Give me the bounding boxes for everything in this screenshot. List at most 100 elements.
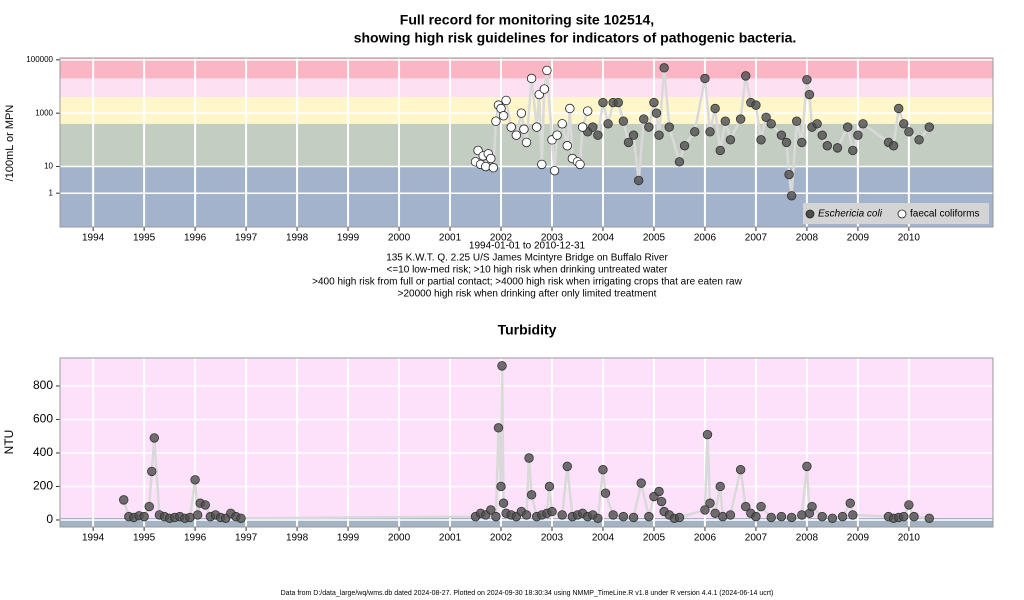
- data-point: [582, 106, 593, 116]
- data-point: [496, 481, 506, 492]
- y-tick-label: 400: [33, 445, 53, 459]
- data-point: [845, 498, 855, 508]
- data-point: [557, 119, 567, 129]
- series-line: [586, 67, 931, 196]
- data-point: [526, 490, 537, 500]
- y-axis-label: NTU: [2, 430, 16, 455]
- data-point: [497, 361, 507, 371]
- legend-marker: [805, 209, 815, 219]
- y-tick-label: 1000: [35, 108, 53, 117]
- x-tick-label: 2008: [796, 233, 819, 244]
- x-tick-label: 1995: [133, 233, 156, 244]
- data-point: [552, 130, 562, 140]
- data-point: [144, 501, 154, 512]
- data-point: [618, 511, 629, 522]
- data-point: [521, 510, 532, 520]
- data-point: [562, 461, 572, 472]
- legend-box: [803, 203, 989, 224]
- data-point: [700, 505, 710, 515]
- data-point: [822, 141, 833, 151]
- data-point: [200, 500, 211, 510]
- data-point: [598, 465, 608, 475]
- data-point: [832, 143, 843, 153]
- x-tick-label: 2006: [694, 233, 717, 244]
- x-tick-label: 2010: [898, 233, 921, 244]
- data-point: [498, 498, 509, 508]
- x-tick-label: 2005: [643, 533, 666, 544]
- data-point: [557, 510, 567, 520]
- x-tick-label: 2004: [592, 233, 615, 244]
- data-point: [139, 511, 149, 522]
- data-point: [236, 513, 246, 523]
- x-tick-label: 2001: [439, 533, 462, 544]
- data-point: [741, 501, 751, 512]
- caption-line: >20000 high risk when drinking after onl…: [398, 289, 657, 300]
- data-point: [498, 111, 509, 121]
- data-point: [751, 511, 761, 522]
- data-point: [888, 141, 899, 151]
- data-point: [618, 116, 629, 126]
- y-tick-label: 1: [49, 188, 54, 197]
- data-point: [718, 511, 728, 522]
- data-point: [192, 510, 203, 520]
- chart-title: Turbidity: [498, 322, 557, 338]
- data-point: [575, 159, 585, 170]
- data-point: [651, 108, 662, 118]
- data-point: [848, 145, 858, 156]
- data-point: [715, 481, 725, 492]
- x-tick-label: 1997: [235, 233, 258, 244]
- footer: Data from D:/data_large/wq/wms.db dated …: [281, 590, 774, 597]
- data-point: [628, 130, 639, 140]
- data-point: [827, 513, 838, 523]
- data-point: [644, 122, 654, 132]
- x-tick-label: 1994: [82, 233, 105, 244]
- data-point: [603, 119, 613, 129]
- data-point: [539, 84, 550, 94]
- y-tick-label: 0: [46, 512, 53, 526]
- risk-band: [60, 58, 993, 79]
- data-point: [521, 137, 532, 148]
- data-point: [725, 510, 736, 520]
- data-point: [613, 97, 623, 108]
- data-point: [766, 119, 776, 129]
- y-tick-label: 200: [33, 479, 53, 493]
- caption-line: 1994-01-01 to 2010-12-31: [469, 241, 586, 252]
- data-point: [842, 122, 853, 132]
- data-point: [766, 512, 776, 523]
- plot-frame: [59, 57, 994, 228]
- caption-line: 135 K.W.T. Q. 2.25 U/S James Mcintyre Br…: [386, 253, 668, 264]
- x-tick-label: 2004: [592, 533, 615, 544]
- data-point: [735, 114, 746, 124]
- data-point: [751, 100, 761, 110]
- y-axis-label: /100mL or MPN: [4, 105, 16, 182]
- plot-baseband: [60, 518, 993, 527]
- data-point: [147, 466, 157, 477]
- data-point: [491, 116, 501, 126]
- data-point: [904, 500, 914, 510]
- data-point: [725, 135, 736, 145]
- x-tick-label: 1996: [184, 233, 207, 244]
- data-point: [656, 496, 667, 507]
- data-point: [710, 103, 720, 114]
- x-tick-label: 1997: [235, 533, 258, 544]
- data-point: [853, 130, 863, 140]
- data-point: [700, 73, 710, 84]
- data-point: [562, 141, 572, 151]
- x-tick-label: 2007: [745, 533, 768, 544]
- x-tick-label: 2008: [796, 533, 819, 544]
- data-point: [776, 130, 787, 140]
- legend-label: faecal coliforms: [910, 209, 979, 220]
- data-point: [674, 512, 685, 523]
- risk-band: [60, 78, 993, 98]
- legend-label: Eschericia coli: [818, 209, 883, 220]
- data-point: [899, 511, 909, 522]
- data-point: [858, 119, 868, 129]
- x-tick-label: 1994: [82, 533, 105, 544]
- data-point: [904, 127, 914, 137]
- data-point: [501, 95, 511, 106]
- data-point: [899, 119, 909, 129]
- data-point: [654, 486, 664, 497]
- data-point: [786, 191, 797, 201]
- data-point: [893, 103, 904, 114]
